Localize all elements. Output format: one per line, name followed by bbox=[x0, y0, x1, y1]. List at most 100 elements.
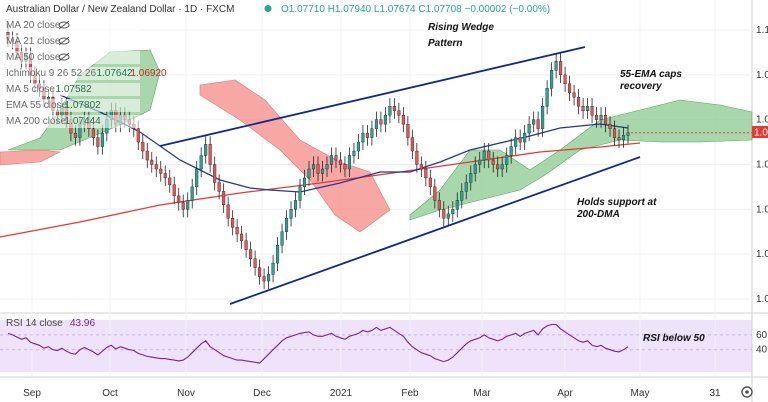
rising-wedge-lines bbox=[159, 46, 641, 305]
legend-label: MA 20 close bbox=[6, 20, 61, 31]
candle bbox=[190, 178, 194, 209]
candle bbox=[325, 156, 329, 178]
candle bbox=[204, 136, 208, 164]
time-tick: Sep bbox=[23, 388, 41, 399]
candle bbox=[320, 160, 325, 182]
candle bbox=[397, 102, 401, 124]
candle bbox=[433, 178, 437, 209]
candle bbox=[293, 192, 298, 218]
time-tick: Apr bbox=[557, 388, 573, 399]
candle bbox=[424, 160, 428, 187]
candle bbox=[145, 142, 149, 169]
candle bbox=[141, 134, 145, 160]
eye-hidden-icon[interactable] bbox=[58, 36, 70, 46]
candle bbox=[523, 125, 527, 151]
candle bbox=[536, 111, 540, 137]
eye-hidden-icon[interactable] bbox=[58, 52, 70, 62]
candle bbox=[509, 138, 513, 164]
candle bbox=[163, 165, 167, 187]
candle bbox=[100, 125, 104, 155]
candle bbox=[379, 111, 383, 133]
price-tick: 1.09000 bbox=[756, 70, 768, 81]
candle bbox=[554, 53, 558, 79]
legend-label: EMA 55 close bbox=[6, 100, 68, 111]
candle bbox=[487, 142, 491, 169]
candle bbox=[244, 232, 248, 258]
legend-row[interactable]: MA 5 close 1.07582 bbox=[2, 83, 140, 96]
price-tick: 1.10000 bbox=[756, 25, 768, 36]
candle bbox=[347, 147, 351, 178]
price-tick: 1.08000 bbox=[756, 115, 768, 126]
candle bbox=[172, 176, 176, 204]
candle bbox=[518, 129, 522, 151]
time-tick: Mar bbox=[473, 388, 491, 399]
candle bbox=[541, 98, 545, 137]
candle bbox=[154, 156, 158, 178]
axis-labels: 1.10000 1.09000 1.08000 1.07000 1.06000 1.050… bbox=[23, 25, 768, 399]
rsi-value: 43.96 bbox=[70, 318, 95, 329]
candle bbox=[307, 160, 311, 187]
candle bbox=[374, 111, 378, 137]
candle bbox=[258, 259, 262, 285]
candle bbox=[568, 75, 572, 101]
candle bbox=[271, 255, 275, 283]
last-price-tag: 1.07708 bbox=[752, 126, 768, 139]
symbol-title: Australian Dollar / New Zealand Dollar ·… bbox=[6, 4, 234, 15]
candle bbox=[401, 107, 405, 133]
legend-label: MA 5 close bbox=[6, 84, 55, 95]
indicator-legend[interactable]: MA 20 close MA 21 close MA 50 close Ichimok… bbox=[2, 19, 167, 128]
gear-icon[interactable] bbox=[741, 386, 753, 398]
candle bbox=[590, 98, 594, 124]
eye-hidden-icon[interactable] bbox=[58, 20, 70, 30]
candle bbox=[199, 147, 203, 178]
legend-row[interactable]: MA 20 close bbox=[2, 19, 140, 32]
price-tick: 1.05000 bbox=[756, 249, 768, 260]
candle bbox=[577, 89, 581, 115]
candle bbox=[572, 84, 576, 106]
candle bbox=[612, 120, 617, 146]
candle bbox=[392, 98, 396, 119]
candle bbox=[262, 268, 266, 290]
candle bbox=[168, 169, 172, 193]
last-price-label: 1.07708 bbox=[754, 128, 768, 139]
candle bbox=[496, 156, 500, 178]
candle bbox=[285, 210, 289, 240]
candle bbox=[352, 142, 356, 164]
legend-label: MA 21 close bbox=[6, 36, 61, 47]
candle bbox=[621, 127, 626, 148]
candle bbox=[159, 160, 163, 182]
candle bbox=[608, 116, 612, 137]
legend-value: 1.07444 bbox=[65, 116, 102, 127]
time-tick: May bbox=[631, 388, 650, 399]
candle bbox=[603, 107, 608, 133]
candle bbox=[383, 107, 387, 133]
candle bbox=[617, 129, 621, 148]
legend-row[interactable]: MA 21 close bbox=[2, 35, 140, 48]
candle bbox=[226, 196, 230, 227]
candle bbox=[545, 80, 549, 115]
candle bbox=[213, 156, 217, 191]
time-tick: 31 bbox=[709, 388, 721, 399]
legend-label: MA 50 close bbox=[6, 52, 61, 63]
candle bbox=[253, 250, 257, 276]
rsi-tick: 60.00 bbox=[756, 330, 768, 341]
candle bbox=[532, 111, 536, 133]
candle bbox=[249, 241, 253, 267]
candle bbox=[491, 151, 495, 173]
time-tick: Oct bbox=[102, 388, 118, 399]
rsi-line bbox=[7, 323, 629, 364]
candle bbox=[500, 156, 504, 178]
candle bbox=[563, 66, 567, 92]
candle bbox=[581, 98, 585, 119]
time-tick: Dec bbox=[253, 388, 271, 399]
rsi-band bbox=[0, 320, 752, 372]
candle bbox=[415, 142, 419, 173]
legend-row[interactable]: MA 50 close bbox=[2, 51, 140, 64]
ema55-line bbox=[59, 94, 629, 193]
ohlc-readout: O1.07710 H1.07940 L1.07674 C1.07708 −0.0… bbox=[281, 4, 550, 15]
candle bbox=[222, 183, 226, 213]
